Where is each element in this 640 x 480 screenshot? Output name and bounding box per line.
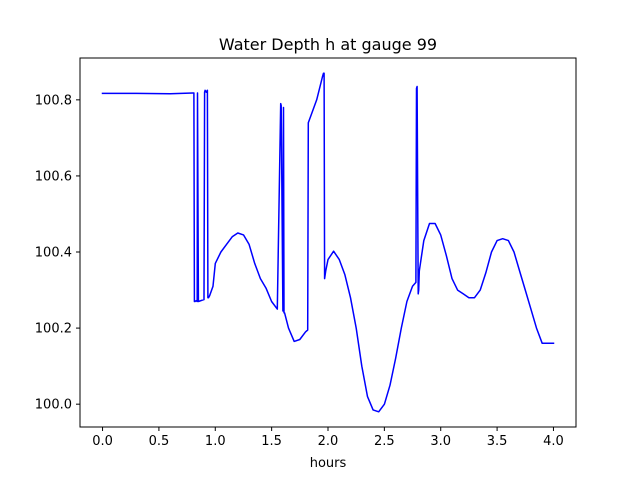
x-tick-label: 4.0 (543, 434, 564, 449)
chart-title: Water Depth h at gauge 99 (219, 35, 437, 54)
y-tick-label: 100.4 (35, 246, 72, 261)
plot-area: 0.0 0.5 1.0 1.5 2.0 2.5 3.0 3.5 4.0 100.0 100.2 100… (35, 57, 577, 449)
y-tick-label: 100.2 (35, 322, 72, 337)
x-tick-label: 2.0 (318, 434, 339, 449)
x-tick-label: 2.5 (374, 434, 395, 449)
series-line-0 (101, 72, 555, 413)
x-tick-label: 1.0 (205, 434, 226, 449)
x-tick-label: 3.5 (487, 434, 508, 449)
x-axis-label: hours (310, 456, 347, 471)
x-tick-label: 1.5 (261, 434, 282, 449)
y-tick-label: 100.0 (35, 398, 72, 413)
y-tick-label: 100.6 (35, 169, 72, 184)
x-tick-label: 0.0 (92, 434, 113, 449)
x-tick-label: 0.5 (149, 434, 170, 449)
y-tick-label: 100.8 (35, 93, 72, 108)
x-tick-label: 3.0 (430, 434, 451, 449)
